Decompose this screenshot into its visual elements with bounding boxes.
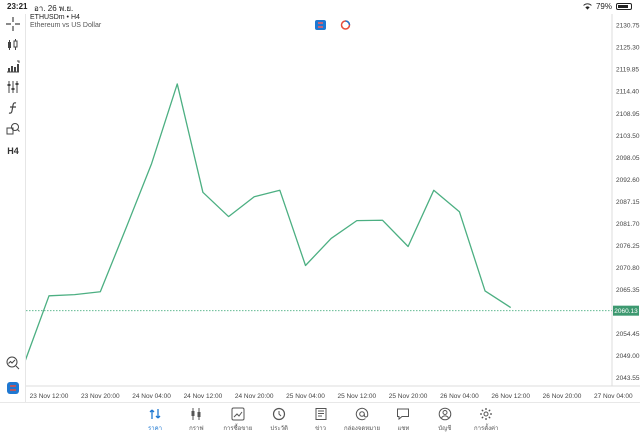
bottom-nav: ราคา กราฟ การซื้อขาย ประวัติ ข่าว กล่องจดหมาย… bbox=[0, 402, 640, 447]
quotes-icon bbox=[149, 409, 161, 419]
nav-quotes[interactable]: ราคา bbox=[135, 407, 175, 433]
time-tick-label: 26 Nov 12:00 bbox=[491, 393, 530, 400]
timeframe-button[interactable]: H4 bbox=[7, 146, 19, 156]
chart-toolbar: H4 bbox=[0, 14, 26, 402]
price-tick-label: 2092.60 bbox=[616, 177, 640, 184]
nav-label: กล่องจดหมาย bbox=[343, 426, 381, 432]
app-logo-icon[interactable] bbox=[5, 381, 21, 395]
nav-chat[interactable]: แชท bbox=[383, 407, 423, 433]
price-tick-label: 2076.25 bbox=[616, 243, 640, 250]
battery-icon bbox=[616, 3, 632, 10]
price-tick-label: 2119.85 bbox=[616, 67, 639, 74]
nav-chart[interactable]: กราฟ bbox=[176, 407, 216, 433]
history-icon bbox=[273, 407, 286, 421]
nav-history[interactable]: ประวัติ bbox=[259, 407, 299, 433]
symbol-description: Ethereum vs US Dollar bbox=[30, 22, 102, 29]
price-tick-label: 2081.70 bbox=[616, 221, 640, 228]
price-tick-label: 2114.40 bbox=[616, 89, 639, 96]
wifi-icon bbox=[583, 3, 592, 10]
status-time: 23:21 bbox=[7, 2, 28, 11]
time-tick-label: 25 Nov 20:00 bbox=[389, 393, 428, 400]
mailbox-icon bbox=[355, 407, 369, 421]
objects-icon[interactable] bbox=[5, 122, 21, 136]
nav-news[interactable]: ข่าว bbox=[301, 407, 341, 433]
battery-percent: 79% bbox=[595, 2, 612, 11]
indicators-icon[interactable] bbox=[5, 59, 21, 73]
price-tick-label: 2054.45 bbox=[616, 331, 640, 338]
account-icon bbox=[438, 407, 452, 421]
nav-label: การซื้อขาย bbox=[223, 426, 253, 432]
chat-icon bbox=[397, 408, 410, 421]
status-right: 79% bbox=[583, 2, 632, 11]
time-tick-label: 24 Nov 20:00 bbox=[235, 393, 274, 400]
price-tick-label: 2087.15 bbox=[616, 199, 640, 206]
nav-label: ประวัติ bbox=[270, 426, 288, 432]
time-tick-label: 23 Nov 12:00 bbox=[30, 393, 69, 400]
price-line bbox=[26, 83, 512, 361]
time-tick-label: 27 Nov 04:00 bbox=[594, 393, 633, 400]
price-tick-label: 2043.55 bbox=[616, 375, 640, 382]
price-tick-label: 2098.05 bbox=[616, 155, 640, 162]
nav-label: แชท bbox=[397, 426, 410, 432]
nav-label: ราคา bbox=[148, 426, 162, 432]
price-chart[interactable]: 2130.75 2125.30 2119.85 2114.40 2108.95 2103.… bbox=[26, 14, 640, 402]
one-click-trading-icon[interactable] bbox=[315, 20, 326, 30]
zoom-chart-icon[interactable] bbox=[5, 356, 21, 370]
crosshair-icon[interactable] bbox=[5, 17, 21, 31]
price-tick-label: 2125.30 bbox=[616, 45, 640, 52]
time-tick-label: 25 Nov 04:00 bbox=[286, 393, 325, 400]
candlestick-icon[interactable] bbox=[5, 38, 21, 52]
settings-sliders-icon[interactable] bbox=[5, 80, 21, 94]
price-tick-label: 2065.35 bbox=[616, 287, 640, 294]
price-tick-label: 2049.00 bbox=[616, 353, 640, 360]
price-tick-label: 2103.50 bbox=[616, 133, 640, 140]
function-icon[interactable] bbox=[5, 101, 21, 115]
price-tick-label: 2070.80 bbox=[616, 265, 640, 272]
nav-trade[interactable]: การซื้อขาย bbox=[218, 407, 258, 433]
time-tick-label: 23 Nov 20:00 bbox=[81, 393, 120, 400]
time-tick-label: 26 Nov 04:00 bbox=[440, 393, 479, 400]
current-price-label: 2060.13 bbox=[614, 308, 638, 315]
price-tick-label: 2130.75 bbox=[616, 23, 640, 30]
status-date: อา. 26 พ.ย. bbox=[34, 4, 74, 13]
chart-icon bbox=[191, 408, 201, 420]
nav-mailbox[interactable]: กล่องจดหมาย bbox=[342, 407, 382, 433]
trade-icon bbox=[231, 407, 245, 421]
time-tick-label: 26 Nov 20:00 bbox=[543, 393, 582, 400]
symbol-name: ETHUSDm • H4 bbox=[30, 14, 80, 21]
settings-icon bbox=[480, 408, 493, 420]
news-icon bbox=[315, 408, 327, 420]
symbol-header: ETHUSDm • H4 Ethereum vs US Dollar bbox=[30, 14, 101, 29]
nav-account[interactable]: บัญชี bbox=[425, 407, 465, 433]
price-tick-label: 2108.95 bbox=[616, 111, 640, 118]
current-price-tag bbox=[613, 305, 639, 316]
time-tick-label: 25 Nov 12:00 bbox=[337, 393, 376, 400]
time-tick-label: 24 Nov 04:00 bbox=[132, 393, 171, 400]
refresh-icon[interactable] bbox=[340, 20, 351, 30]
nav-label: การตั้งค่า bbox=[473, 426, 499, 432]
nav-label: ข่าว bbox=[315, 426, 327, 432]
nav-label: บัญชี bbox=[438, 426, 452, 432]
time-tick-label: 24 Nov 12:00 bbox=[184, 393, 223, 400]
nav-label: กราฟ bbox=[189, 426, 204, 432]
status-bar: 23:21 อา. 26 พ.ย. 79% bbox=[0, 0, 640, 14]
nav-settings[interactable]: การตั้งค่า bbox=[466, 407, 506, 433]
